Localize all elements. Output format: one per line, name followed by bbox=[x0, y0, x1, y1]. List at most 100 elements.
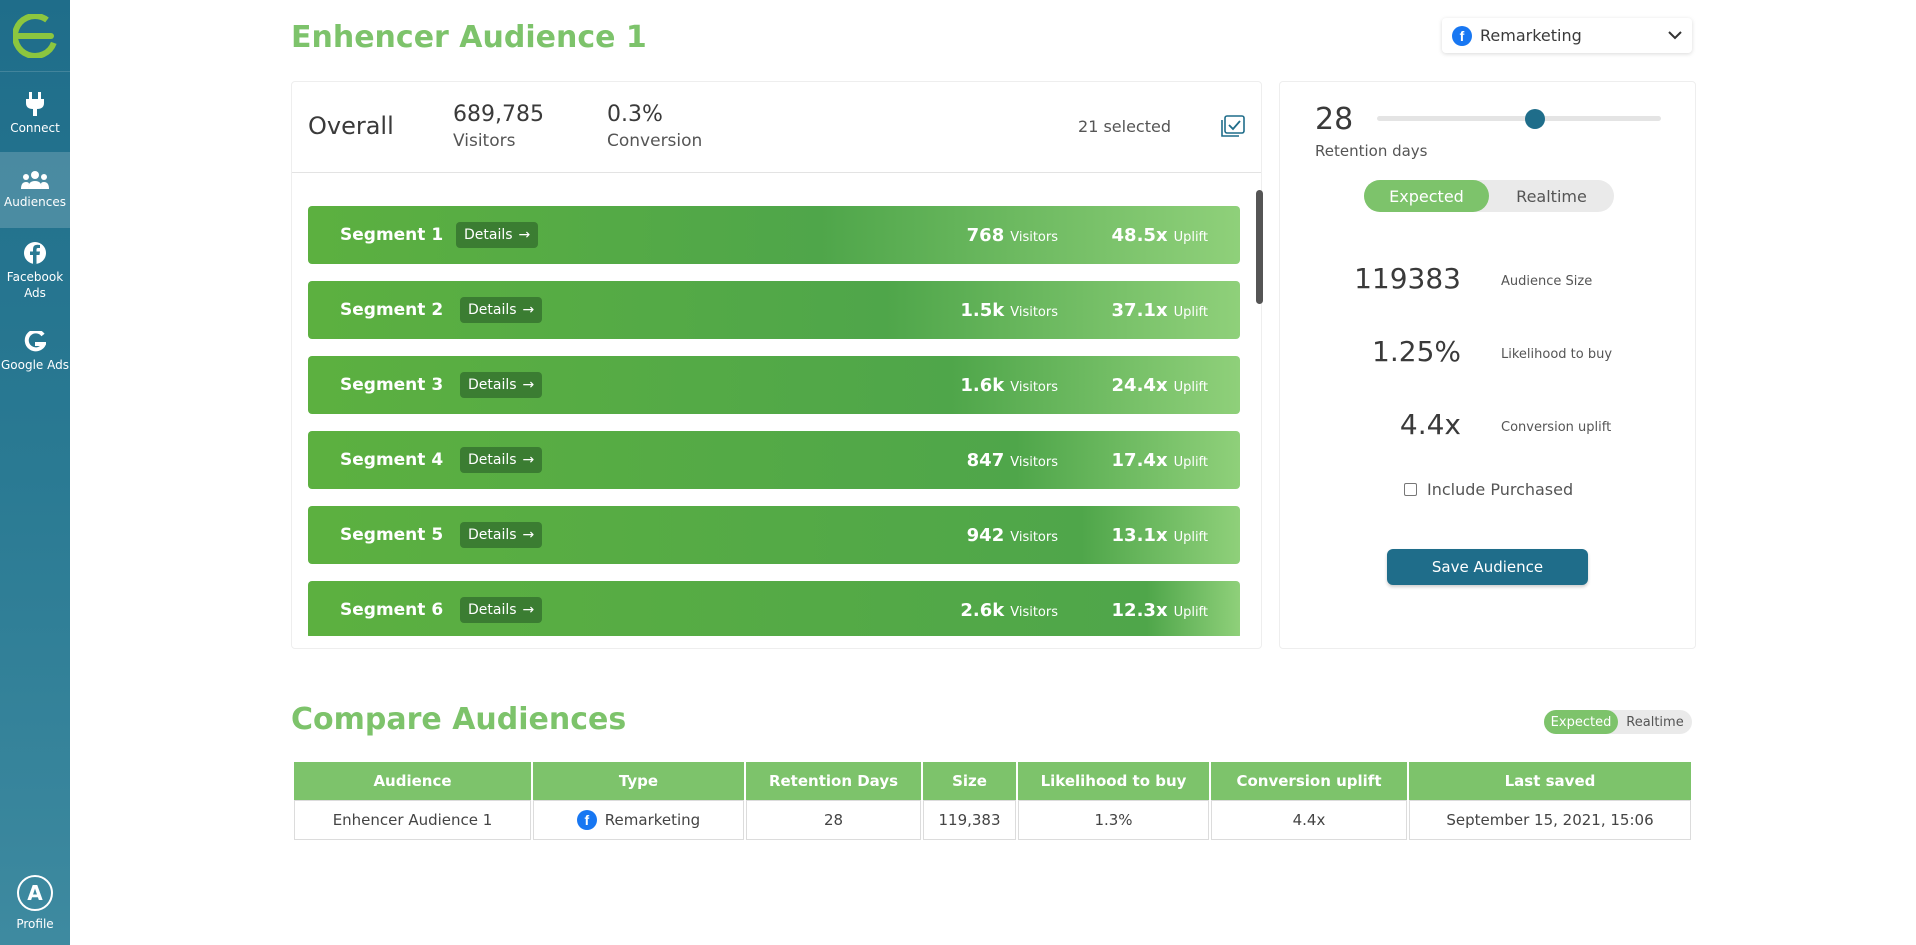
details-button[interactable]: Details → bbox=[460, 297, 543, 323]
details-label: Details bbox=[468, 302, 517, 318]
compare-table-header: Audience Type Retention Days Size Likeli… bbox=[294, 762, 1691, 800]
segment-visitors-value: 2.6k bbox=[960, 599, 1005, 621]
arrow-right-icon: → bbox=[518, 227, 531, 243]
plug-icon bbox=[26, 92, 44, 116]
segment-uplift-value: 13.1x bbox=[1111, 524, 1168, 546]
column-header: Likelihood to buy bbox=[1018, 762, 1209, 800]
audience-size-value: 119383 bbox=[1354, 262, 1461, 295]
arrow-right-icon: → bbox=[522, 452, 535, 468]
segment-uplift-label: Uplift bbox=[1173, 529, 1208, 545]
overall-label: Overall bbox=[308, 112, 394, 140]
details-label: Details bbox=[468, 527, 517, 543]
retention-days-value: 28 bbox=[1315, 102, 1354, 137]
cell-type: f Remarketing bbox=[533, 800, 744, 840]
sidebar-item-audiences[interactable]: Audiences bbox=[0, 152, 70, 228]
chevron-down-icon bbox=[1668, 31, 1682, 40]
segments-panel: Overall 689,785 Visitors 0.3% Conversion… bbox=[291, 81, 1263, 649]
segment-visitors: 847 Visitors bbox=[967, 450, 1058, 471]
arrow-right-icon: → bbox=[522, 302, 535, 318]
overview-header: Overall 689,785 Visitors 0.3% Conversion… bbox=[292, 82, 1261, 173]
details-button[interactable]: Details → bbox=[460, 372, 543, 398]
compare-toggle-realtime[interactable]: Realtime bbox=[1626, 714, 1684, 730]
column-header: Type bbox=[533, 762, 744, 800]
arrow-right-icon: → bbox=[522, 527, 535, 543]
segment-name: Segment 2 bbox=[340, 300, 444, 320]
visitors-label: Visitors bbox=[453, 131, 516, 151]
column-header: Size bbox=[923, 762, 1016, 800]
enhencer-logo[interactable] bbox=[0, 0, 70, 72]
sidebar-item-facebook-ads[interactable]: Facebook Ads bbox=[0, 228, 70, 314]
logo-icon bbox=[13, 13, 57, 58]
toggle-realtime[interactable]: Realtime bbox=[1516, 186, 1587, 206]
retention-slider[interactable] bbox=[1377, 116, 1661, 121]
audience-type-value: Remarketing bbox=[1480, 26, 1582, 45]
segment-uplift: 37.1x Uplift bbox=[1112, 300, 1208, 321]
visitors-value: 689,785 bbox=[453, 102, 544, 127]
segment-row[interactable]: Segment 4 Details → 847 Visitors 17.4x Uplift bbox=[308, 431, 1240, 489]
segment-name: Segment 6 bbox=[340, 600, 444, 620]
likelihood-metric: 1.25% Likelihood to buy bbox=[1280, 333, 1697, 373]
facebook-icon: f bbox=[1452, 25, 1472, 46]
sidebar-item-connect[interactable]: Connect bbox=[0, 76, 70, 152]
details-button[interactable]: Details → bbox=[456, 222, 539, 248]
segment-row[interactable]: Segment 5 Details → 942 Visitors 13.1x Uplift bbox=[308, 506, 1240, 564]
segment-uplift: 17.4x Uplift bbox=[1112, 450, 1208, 471]
cell-retention: 28 bbox=[746, 800, 921, 840]
segment-row[interactable]: Segment 2 Details → 1.5k Visitors 37.1x Uplift bbox=[308, 281, 1240, 339]
segment-visitors: 942 Visitors bbox=[967, 525, 1058, 546]
facebook-icon: f bbox=[576, 810, 597, 830]
details-label: Details bbox=[468, 602, 517, 618]
segment-uplift-label: Uplift bbox=[1173, 304, 1208, 320]
segment-uplift-value: 17.4x bbox=[1111, 449, 1168, 471]
compare-toggle-expected[interactable]: Expected bbox=[1544, 710, 1618, 734]
likelihood-label: Likelihood to buy bbox=[1501, 347, 1613, 362]
details-button[interactable]: Details → bbox=[460, 447, 543, 473]
compare-title: Compare Audiences bbox=[291, 702, 627, 737]
cell-size: 119,383 bbox=[923, 800, 1016, 840]
segment-visitors: 1.5k Visitors bbox=[960, 300, 1058, 321]
segment-uplift: 24.4x Uplift bbox=[1112, 375, 1208, 396]
segment-list: Segment 1 Details → 768 Visitors 48.5x Uplift S… bbox=[308, 206, 1240, 636]
segment-uplift-value: 48.5x bbox=[1111, 224, 1168, 246]
retention-slider-handle[interactable] bbox=[1525, 109, 1545, 129]
segment-uplift-label: Uplift bbox=[1173, 454, 1208, 470]
users-icon bbox=[21, 171, 49, 189]
segment-visitors-label: Visitors bbox=[1010, 529, 1058, 545]
profile-label: Profile bbox=[16, 917, 54, 931]
segment-uplift-value: 12.3x bbox=[1111, 599, 1168, 621]
segment-visitors-value: 847 bbox=[966, 449, 1005, 471]
details-button[interactable]: Details → bbox=[460, 597, 543, 623]
conversion-stat: 0.3% Conversion bbox=[607, 102, 702, 151]
segment-visitors-value: 1.5k bbox=[960, 299, 1005, 321]
compare-table: Audience Type Retention Days Size Likeli… bbox=[292, 762, 1693, 840]
google-icon bbox=[24, 331, 46, 352]
cell-type-label: Remarketing bbox=[604, 811, 701, 829]
include-purchased-checkbox[interactable] bbox=[1404, 483, 1417, 496]
cell-last-saved: September 15, 2021, 15:06 bbox=[1409, 800, 1691, 840]
segment-visitors-value: 768 bbox=[966, 224, 1005, 246]
select-all-checkbox-icon[interactable] bbox=[1221, 115, 1245, 137]
segment-name: Segment 3 bbox=[340, 375, 444, 395]
save-audience-button[interactable]: Save Audience bbox=[1387, 549, 1588, 585]
page-title: Enhencer Audience 1 bbox=[291, 20, 647, 55]
toggle-expected[interactable]: Expected bbox=[1364, 180, 1489, 212]
details-label: Details bbox=[468, 377, 517, 393]
segment-uplift-value: 24.4x bbox=[1111, 374, 1168, 396]
details-button[interactable]: Details → bbox=[460, 522, 543, 548]
cell-uplift: 4.4x bbox=[1211, 800, 1407, 840]
sidebar-item-google-ads[interactable]: Google Ads bbox=[0, 314, 70, 390]
profile-button[interactable]: A Profile bbox=[0, 875, 70, 931]
segment-row[interactable]: Segment 1 Details → 768 Visitors 48.5x Uplift bbox=[308, 206, 1240, 264]
audience-settings-panel: 28 Retention days Expected Realtime 1193… bbox=[1279, 81, 1696, 649]
segment-row[interactable]: Segment 6 Details → 2.6k Visitors 12.3x Uplift bbox=[308, 581, 1240, 636]
segment-row[interactable]: Segment 3 Details → 1.6k Visitors 24.4x Uplift bbox=[308, 356, 1240, 414]
audience-type-select[interactable]: f Remarketing bbox=[1442, 18, 1692, 53]
segment-list-scrollbar[interactable] bbox=[1256, 190, 1263, 304]
include-purchased-option[interactable]: Include Purchased bbox=[1404, 480, 1573, 499]
segment-visitors: 1.6k Visitors bbox=[960, 375, 1058, 396]
cell-audience: Enhencer Audience 1 bbox=[294, 800, 531, 840]
segment-uplift-label: Uplift bbox=[1173, 604, 1208, 620]
table-row[interactable]: Enhencer Audience 1 f Remarketing 28 119… bbox=[294, 800, 1691, 840]
sidebar-item-label: Connect bbox=[10, 121, 60, 135]
segment-uplift: 13.1x Uplift bbox=[1112, 525, 1208, 546]
